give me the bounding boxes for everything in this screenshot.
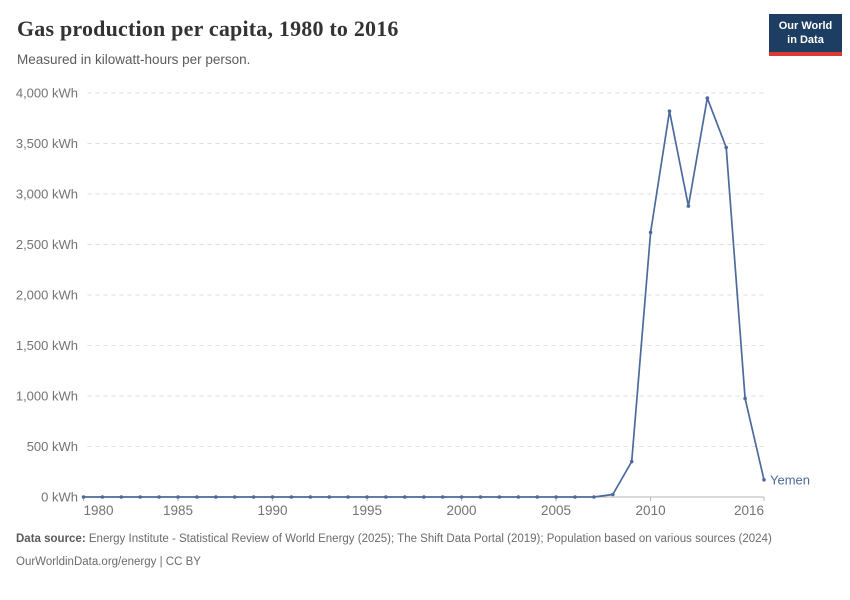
data-source-text: Energy Institute - Statistical Review of…: [88, 533, 772, 545]
data-point[interactable]: [403, 495, 407, 499]
chart-title: Gas production per capita, 1980 to 2016: [17, 16, 399, 41]
data-point[interactable]: [459, 495, 464, 499]
data-point[interactable]: [516, 495, 521, 499]
data-point[interactable]: [611, 492, 615, 497]
data-point[interactable]: [157, 495, 161, 499]
data-point[interactable]: [648, 230, 653, 235]
data-point[interactable]: [384, 495, 388, 499]
x-axis-label: 2010: [636, 503, 666, 518]
series-label-yemen[interactable]: Yemen: [770, 472, 810, 487]
data-point[interactable]: [478, 495, 483, 499]
x-axis-label: 2005: [541, 503, 571, 518]
data-point[interactable]: [195, 495, 199, 499]
data-point[interactable]: [705, 96, 710, 100]
y-axis-label: 3,500 kWh: [16, 136, 78, 151]
y-axis-label: 500 kWh: [27, 439, 78, 454]
x-axis-label: 1980: [84, 503, 114, 518]
x-axis-label: 1990: [258, 503, 288, 518]
data-point[interactable]: [251, 495, 256, 499]
data-point[interactable]: [327, 495, 332, 499]
data-point[interactable]: [100, 495, 105, 499]
data-point[interactable]: [762, 478, 766, 482]
owid-logo-line1: Our World: [778, 20, 833, 32]
y-axis-label: 2,000 kWh: [16, 288, 78, 303]
x-axis-label: 1995: [352, 503, 382, 518]
data-point[interactable]: [686, 204, 691, 208]
license-line[interactable]: OurWorldinData.org/energy | CC BY: [16, 555, 201, 568]
data-point[interactable]: [119, 495, 124, 499]
y-axis-label: 4,000 kWh: [16, 86, 78, 101]
data-point[interactable]: [289, 495, 294, 499]
data-point[interactable]: [138, 495, 142, 499]
data-point[interactable]: [724, 145, 728, 150]
data-point[interactable]: [81, 495, 86, 499]
owid-logo[interactable]: Our World in Data: [769, 14, 842, 56]
data-point[interactable]: [232, 495, 237, 499]
y-axis-label: 1,500 kWh: [16, 338, 78, 353]
chart-subtitle: Measured in kilowatt-hours per person.: [17, 52, 251, 67]
data-point[interactable]: [573, 495, 577, 499]
data-point[interactable]: [535, 495, 539, 499]
data-point[interactable]: [365, 495, 369, 499]
data-point[interactable]: [592, 495, 596, 499]
y-axis-label: 3,000 kWh: [16, 187, 78, 202]
data-point[interactable]: [214, 495, 218, 499]
data-point[interactable]: [554, 495, 558, 499]
data-point[interactable]: [176, 495, 180, 499]
x-axis-label: 2000: [447, 503, 477, 518]
data-point[interactable]: [440, 495, 445, 499]
data-source-label: Data source:: [16, 533, 86, 545]
chart-footer: Data source: Energy Institute - Statisti…: [16, 532, 810, 569]
x-axis-label: 2016: [734, 503, 764, 518]
data-point[interactable]: [346, 495, 350, 499]
data-point[interactable]: [422, 495, 426, 499]
y-axis-label: 1,000 kWh: [16, 389, 78, 404]
data-point[interactable]: [629, 459, 634, 464]
data-point[interactable]: [497, 495, 502, 499]
owid-logo-line2: in Data: [787, 34, 824, 47]
y-axis-label: 0 kWh: [41, 490, 78, 505]
data-point[interactable]: [308, 495, 313, 499]
y-axis-label: 2,500 kWh: [16, 237, 78, 252]
series-line-yemen[interactable]: [82, 97, 765, 498]
data-point[interactable]: [270, 495, 275, 499]
data-source-note: Data source: Energy Institute - Statisti…: [16, 532, 810, 547]
data-point[interactable]: [743, 396, 747, 401]
data-point[interactable]: [667, 109, 672, 113]
x-axis-label: 1985: [163, 503, 193, 518]
